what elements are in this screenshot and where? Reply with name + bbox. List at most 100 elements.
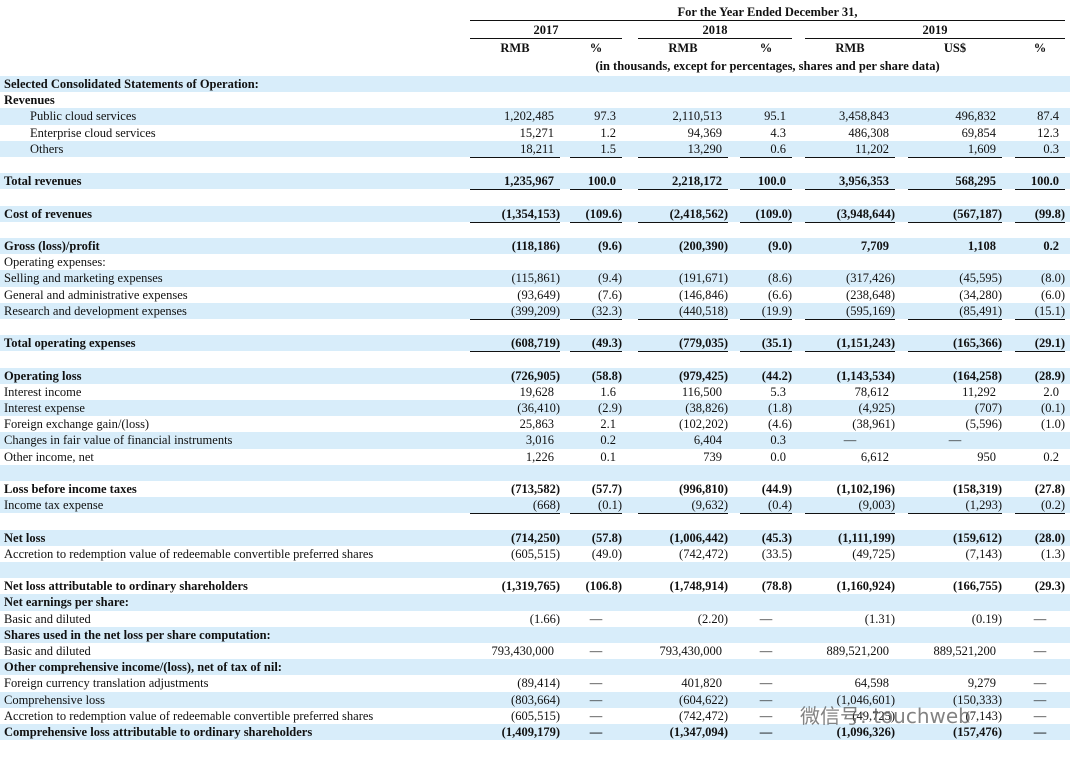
cell-value: — — [759, 708, 773, 723]
cell-value: (1,143,534) — [836, 368, 895, 383]
row-band — [0, 497, 1070, 514]
cell-value: (238,648) — [846, 287, 895, 302]
cell-value: — — [589, 676, 603, 691]
cell-value: (668) — [470, 497, 560, 515]
cell-value: (1,102,196) — [836, 482, 895, 496]
cell-value: (608,719) — [470, 335, 560, 353]
cell-value: 5.3 — [770, 384, 786, 399]
row-band — [0, 335, 1070, 352]
cell-value: (595,169) — [805, 303, 895, 320]
cell-value: (1,347,094) — [669, 725, 728, 739]
cell-value: (158,319) — [953, 482, 1002, 496]
row-band — [0, 529, 1070, 546]
cell-value: 100.0 — [570, 173, 622, 191]
cell-value: (9.6) — [598, 239, 622, 253]
cell-value: 4.3 — [770, 125, 786, 140]
cell-value: 950 — [908, 449, 1002, 466]
cell-value: (6.6) — [768, 287, 792, 302]
row-label: Revenues — [4, 93, 55, 108]
row-label: Foreign exchange gain/(loss) — [4, 417, 150, 432]
cell-value: 2.0 — [1043, 384, 1059, 399]
header-note: (in thousands, except for percentages, s… — [595, 59, 940, 73]
cell-value: (1.8) — [768, 401, 792, 415]
cell-value: (7,143) — [965, 708, 1002, 723]
cell-value: 69,854 — [961, 125, 996, 140]
cell-value: — — [843, 433, 857, 448]
cell-value: (742,472) — [638, 546, 728, 563]
cell-value: (33.5) — [740, 546, 792, 563]
cell-value: (15.1) — [1015, 303, 1065, 320]
cell-value: 97.3 — [594, 109, 616, 124]
row-label: Others — [30, 141, 64, 156]
row-label: Cost of revenues — [4, 206, 92, 221]
row-label: Net earnings per share: — [4, 595, 129, 610]
cell-value: (57.8) — [591, 530, 622, 545]
cell-value: (1.31) — [864, 611, 895, 626]
cell-value: 1,609 — [908, 141, 1002, 158]
cell-value: (3,948,644) — [805, 206, 895, 223]
row-label: Operating expenses: — [4, 255, 106, 270]
cell-value: 1,202,485 — [504, 109, 554, 124]
cell-value: 0.2 — [1015, 449, 1065, 466]
cell-value: — — [589, 725, 603, 739]
cell-value: (2.20) — [697, 611, 728, 626]
cell-value: (9.0) — [768, 239, 792, 253]
cell-value: (0.1) — [570, 497, 622, 515]
cell-value: (45,595) — [959, 271, 1002, 286]
cell-value: (109.0) — [740, 206, 792, 223]
cell-value: (49.0) — [570, 546, 622, 563]
row-label: Net loss attributable to ordinary shareh… — [4, 579, 248, 594]
row-band — [0, 140, 1070, 157]
year-header: 2019 — [805, 22, 1065, 39]
row-band — [0, 626, 1070, 643]
cell-value: (29.1) — [1015, 335, 1065, 353]
cell-value: 3,458,843 — [839, 109, 889, 124]
cell-value: 3,016 — [525, 433, 554, 448]
cell-value: (9.4) — [598, 271, 622, 286]
cell-value: (742,472) — [679, 708, 728, 723]
cell-value: (150,333) — [953, 692, 1002, 707]
cell-value: (317,426) — [846, 271, 895, 286]
row-label: Comprehensive loss — [4, 692, 106, 707]
year-header: 2018 — [638, 22, 792, 39]
row-band — [0, 724, 1070, 741]
cell-value: (45.3) — [761, 530, 792, 545]
cell-value: 1.6 — [600, 384, 616, 399]
row-label: Shares used in the net loss per share co… — [4, 627, 271, 642]
cell-value: 95.1 — [764, 109, 786, 124]
cell-value: 19,628 — [519, 384, 554, 399]
cell-value: (78.8) — [761, 579, 792, 594]
cell-value: (49,725) — [852, 708, 895, 723]
cell-value: (440,518) — [638, 303, 728, 320]
row-label: Research and development expenses — [4, 303, 187, 318]
cell-value: (1,006,442) — [669, 530, 728, 545]
cell-value: (146,846) — [679, 287, 728, 302]
cell-value: (996,810) — [679, 482, 728, 496]
row-band — [0, 367, 1070, 384]
row-band — [0, 432, 1070, 449]
cell-value: 78,612 — [854, 384, 889, 399]
row-label: Other comprehensive income/(loss), net o… — [4, 660, 282, 675]
row-band — [0, 108, 1070, 125]
row-label: Changes in fair value of financial instr… — [4, 433, 233, 448]
cell-value: (5,596) — [965, 417, 1002, 432]
cell-value: (1,748,914) — [669, 579, 728, 594]
cell-value: 401,820 — [681, 676, 722, 691]
cell-value: (0.4) — [740, 497, 792, 515]
row-band — [0, 400, 1070, 417]
cell-value: 13,290 — [638, 141, 728, 158]
cell-value: 94,369 — [687, 125, 722, 140]
row-label: Public cloud services — [30, 109, 137, 124]
cell-value: (34,280) — [959, 287, 1002, 302]
cell-value: (99.8) — [1015, 206, 1065, 223]
cell-value: (1,151,243) — [805, 335, 895, 353]
cell-value: (29.3) — [1034, 579, 1065, 594]
cell-value: 0.2 — [600, 433, 616, 448]
cell-value: (89,414) — [517, 676, 560, 691]
cell-value: (0.1) — [1041, 401, 1065, 415]
cell-value: (4.6) — [768, 417, 792, 432]
row-band — [0, 270, 1070, 287]
cell-value: (32.3) — [570, 303, 622, 320]
cell-value: 0.6 — [740, 141, 792, 158]
